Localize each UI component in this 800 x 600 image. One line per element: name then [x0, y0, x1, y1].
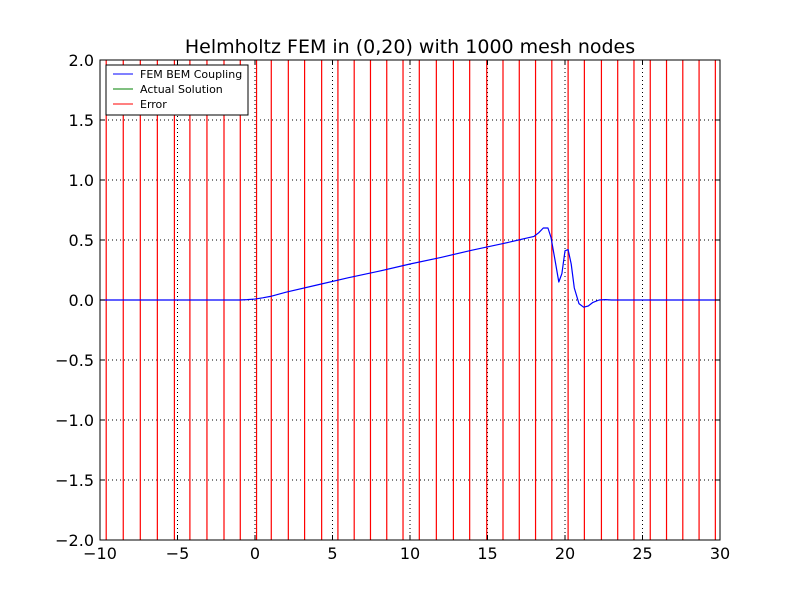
x-tick-label: −5	[166, 544, 190, 563]
legend-label-fem-bem: FEM BEM Coupling	[140, 68, 242, 81]
y-tick-label: −0.5	[55, 351, 94, 370]
x-tick-label: 30	[710, 544, 730, 563]
x-tick-label: 20	[555, 544, 575, 563]
chart-title: Helmholtz FEM in (0,20) with 1000 mesh n…	[185, 36, 635, 58]
y-tick-label: −2.0	[55, 531, 94, 550]
y-tick-label: 1.5	[69, 111, 94, 130]
y-tick-label: 0.5	[69, 231, 94, 250]
x-tick-label: 10	[400, 544, 420, 563]
y-tick-label: 0.0	[69, 291, 94, 310]
legend: FEM BEM Coupling Actual Solution Error	[106, 65, 248, 115]
x-tick-label: 15	[477, 544, 497, 563]
y-tick-label: 2.0	[69, 51, 94, 70]
x-tick-labels: −10 −5 0 5 10 15 20 25 30	[83, 544, 730, 563]
y-tick-label: −1.0	[55, 411, 94, 430]
x-tick-label: 5	[327, 544, 337, 563]
y-tick-label: 1.0	[69, 171, 94, 190]
y-tick-label: −1.5	[55, 471, 94, 490]
legend-label-error: Error	[140, 98, 167, 111]
legend-label-actual: Actual Solution	[140, 83, 223, 96]
x-tick-label: 25	[632, 544, 652, 563]
x-tick-label: 0	[250, 544, 260, 563]
plot-area	[100, 60, 720, 540]
